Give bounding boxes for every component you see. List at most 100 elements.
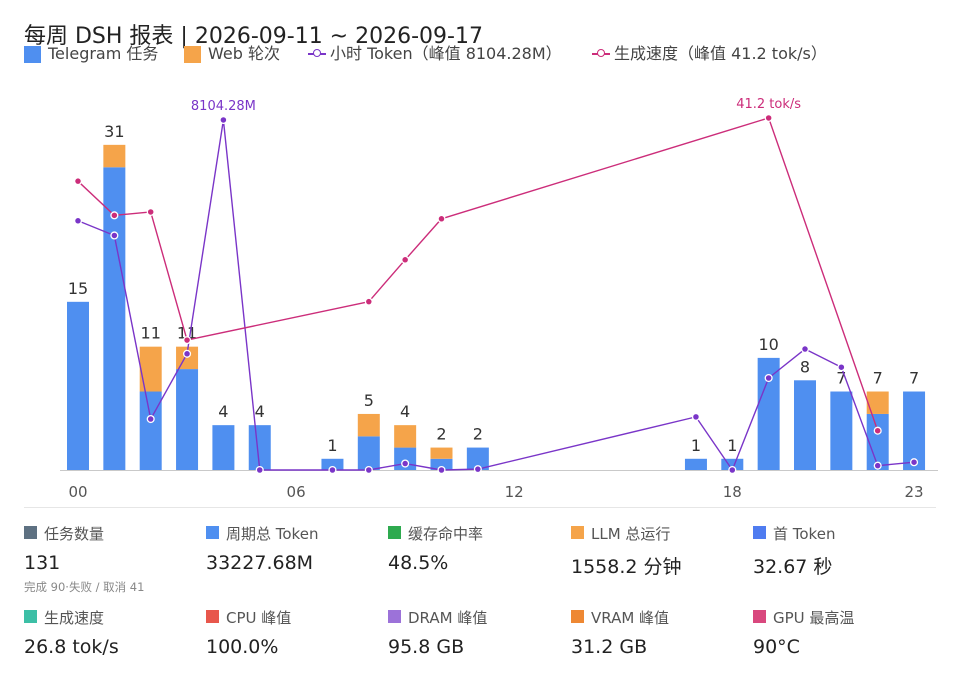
bar-telegram-tasks <box>830 391 853 470</box>
stat-value: 90°C <box>753 636 800 658</box>
generation-speed-point <box>764 113 773 122</box>
stat-color-square <box>571 526 584 539</box>
bar-telegram-tasks <box>684 458 707 470</box>
bar-telegram-tasks <box>212 425 235 470</box>
bar-telegram-tasks <box>103 167 126 471</box>
stat-value: 95.8 GB <box>388 636 465 658</box>
stat-value: 131 <box>24 552 61 574</box>
hourly-token-point <box>473 465 482 474</box>
stat-header: 缓存命中率 <box>388 523 558 543</box>
legend-swatch <box>184 46 201 63</box>
stat-color-square <box>388 610 401 623</box>
bar-total-label: 4 <box>255 402 265 421</box>
generation-speed-point <box>146 207 155 216</box>
stat-label: 周期总 Token <box>226 525 319 543</box>
bar-total-label: 7 <box>909 369 919 388</box>
stat-color-square <box>753 610 766 623</box>
bar-total-label: 1 <box>691 436 701 455</box>
stat-card: 缓存命中率 48.5% <box>388 523 558 574</box>
hourly-token-point <box>909 458 919 467</box>
bar-total-label: 2 <box>473 425 483 444</box>
hourly-token-point <box>110 231 119 240</box>
stat-header: VRAM 峰值 <box>571 607 741 627</box>
hourly-token-point <box>764 373 773 383</box>
stat-header: 周期总 Token <box>206 523 376 543</box>
speed-peak-label: 41.2 tok/s <box>736 97 801 112</box>
hourly-token-point <box>437 465 446 475</box>
stat-header: 首 Token <box>753 523 923 543</box>
stat-header: GPU 最高温 <box>753 607 923 627</box>
stat-value: 1558.2 分钟 <box>571 556 682 578</box>
stat-card: 生成速度 26.8 tok/s <box>24 607 194 658</box>
stat-subtext: 完成 90·失败 / 取消 41 <box>24 580 145 594</box>
hourly-token-point <box>873 461 882 470</box>
legend-label: 小时 Token（峰值 8104.28M） <box>330 44 562 63</box>
stat-label: GPU 最高温 <box>773 609 855 627</box>
hourly-token-line <box>77 119 915 471</box>
stat-color-square <box>24 610 37 623</box>
bar-total-label: 4 <box>218 402 228 421</box>
bar-telegram-tasks <box>466 447 489 470</box>
bar-web-rounds <box>430 447 453 459</box>
hourly-token-point <box>691 412 700 421</box>
bar-telegram-tasks <box>357 436 380 470</box>
bar-telegram-tasks <box>139 391 162 470</box>
legend-dot-marker <box>597 49 605 57</box>
hourly-token-point <box>401 459 410 468</box>
report-title: 每周 DSH 报表 | 2026-09-11 ~ 2026-09-17 <box>24 24 483 49</box>
bar-web-rounds <box>139 346 162 392</box>
generation-speed-point <box>73 177 83 186</box>
hourly-token-point <box>146 414 155 424</box>
legend-swatch <box>24 46 41 63</box>
hourly-token-point <box>728 465 737 475</box>
bar-telegram-tasks <box>757 357 780 470</box>
x-tick-label: 18 <box>723 483 742 501</box>
bar-total-label: 7 <box>873 369 883 388</box>
hourly-token-point <box>255 465 264 475</box>
stat-card: CPU 峰值 100.0% <box>206 607 376 658</box>
stat-color-square <box>206 610 219 623</box>
legend-label: Telegram 任务 <box>48 44 159 63</box>
stat-label: LLM 总运行 <box>591 525 671 543</box>
hourly-token-point <box>183 349 192 358</box>
stat-header: CPU 峰值 <box>206 607 376 627</box>
bar-total-label: 2 <box>436 425 446 444</box>
bar-web-rounds <box>394 425 417 448</box>
stat-label: VRAM 峰值 <box>591 609 670 627</box>
x-tick-label: 23 <box>905 483 924 501</box>
stat-value: 100.0% <box>206 636 279 658</box>
stat-card: LLM 总运行 1558.2 分钟 <box>571 523 741 578</box>
stat-card: 首 Token 32.67 秒 <box>753 523 923 578</box>
hourly-token-point <box>219 115 228 125</box>
stat-label: 任务数量 <box>44 525 105 543</box>
stat-label: DRAM 峰值 <box>408 609 488 627</box>
stat-card: DRAM 峰值 95.8 GB <box>388 607 558 658</box>
hourly-token-point <box>800 345 810 354</box>
stat-value: 32.67 秒 <box>753 556 833 578</box>
bar-total-label: 1 <box>727 436 737 455</box>
stat-card: 周期总 Token 33227.68M <box>206 523 376 574</box>
stat-color-square <box>388 526 401 539</box>
x-tick-label: 06 <box>287 483 306 501</box>
token-peak-label: 8104.28M <box>191 99 256 114</box>
bar-telegram-tasks <box>67 301 89 470</box>
bar-web-rounds <box>866 391 889 414</box>
hourly-token-point <box>73 216 83 225</box>
bar-telegram-tasks <box>903 391 926 470</box>
bar-telegram-tasks <box>430 458 453 470</box>
stat-color-square <box>24 526 37 539</box>
stat-label: CPU 峰值 <box>226 609 292 627</box>
generation-speed-point <box>364 297 373 306</box>
stat-value: 26.8 tok/s <box>24 636 119 658</box>
stat-header: 任务数量 <box>24 523 194 543</box>
stat-color-square <box>571 610 584 623</box>
stat-color-square <box>206 526 219 539</box>
bar-telegram-tasks <box>866 413 889 470</box>
bar-total-label: 15 <box>68 279 88 298</box>
stat-header: DRAM 峰值 <box>388 607 558 627</box>
stat-card: 任务数量 131 完成 90·失败 / 取消 41 <box>24 523 194 594</box>
bar-telegram-tasks <box>248 425 271 470</box>
bar-web-rounds <box>357 413 380 437</box>
legend-label: 生成速度（峰值 41.2 tok/s） <box>614 44 827 63</box>
stat-value: 33227.68M <box>206 552 314 574</box>
